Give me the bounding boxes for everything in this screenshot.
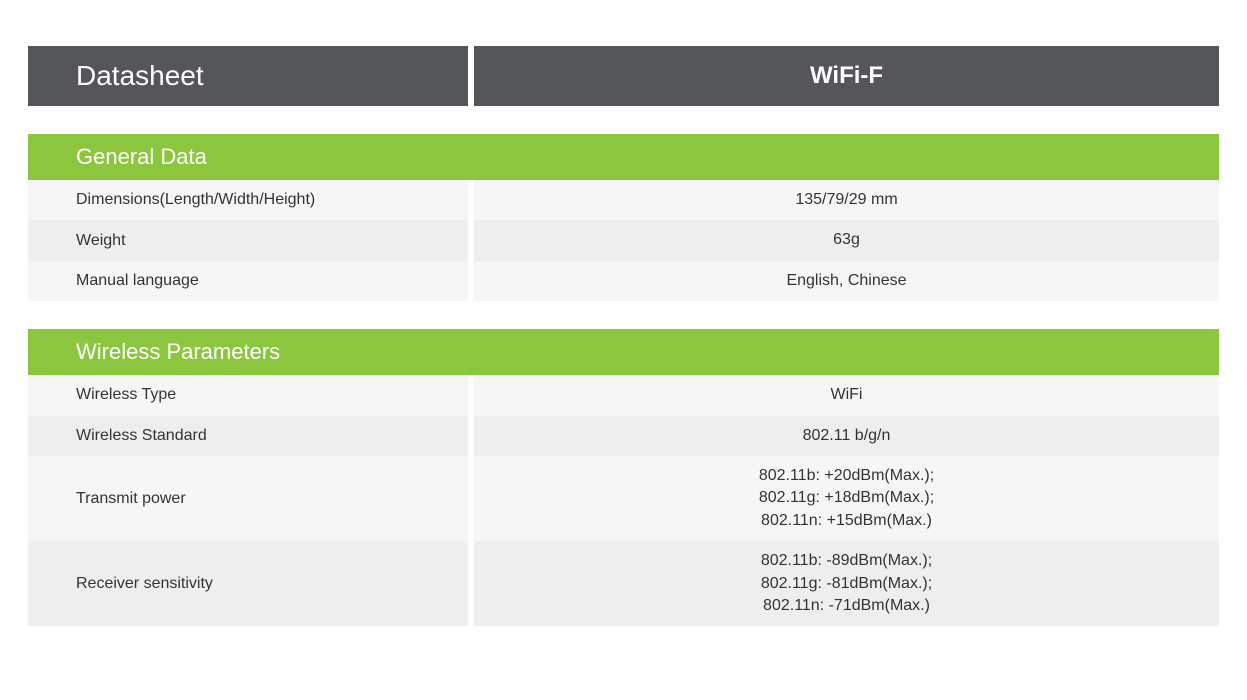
table-row: Dimensions(Length/Width/Height) 135/79/2… xyxy=(28,180,1219,220)
row-label: Manual language xyxy=(28,261,468,301)
header-right-title: WiFi-F xyxy=(474,46,1219,106)
row-label: Dimensions(Length/Width/Height) xyxy=(28,180,468,220)
row-value: 63g xyxy=(474,220,1219,260)
table-row: Weight 63g xyxy=(28,220,1219,260)
section-wireless-parameters: Wireless Parameters Wireless Type WiFi W… xyxy=(28,329,1219,626)
row-value: 802.11b: +20dBm(Max.);802.11g: +18dBm(Ma… xyxy=(474,456,1219,541)
header-left-title: Datasheet xyxy=(28,46,468,106)
row-value: English, Chinese xyxy=(474,261,1219,301)
table-row: Receiver sensitivity 802.11b: -89dBm(Max… xyxy=(28,541,1219,626)
row-value: 135/79/29 mm xyxy=(474,180,1219,220)
table-row: Wireless Standard 802.11 b/g/n xyxy=(28,416,1219,456)
row-label: Wireless Standard xyxy=(28,416,468,456)
row-label: Transmit power xyxy=(28,456,468,541)
row-label: Weight xyxy=(28,220,468,260)
row-value: WiFi xyxy=(474,375,1219,415)
row-value: 802.11b: -89dBm(Max.);802.11g: -81dBm(Ma… xyxy=(474,541,1219,626)
section-header: General Data xyxy=(28,134,1219,180)
section-header: Wireless Parameters xyxy=(28,329,1219,375)
row-value: 802.11 b/g/n xyxy=(474,416,1219,456)
table-row: Transmit power 802.11b: +20dBm(Max.);802… xyxy=(28,456,1219,541)
section-general-data: General Data Dimensions(Length/Width/Hei… xyxy=(28,134,1219,301)
datasheet-header: Datasheet WiFi-F xyxy=(28,46,1219,106)
table-row: Manual language English, Chinese xyxy=(28,261,1219,301)
table-row: Wireless Type WiFi xyxy=(28,375,1219,415)
row-label: Receiver sensitivity xyxy=(28,541,468,626)
row-label: Wireless Type xyxy=(28,375,468,415)
